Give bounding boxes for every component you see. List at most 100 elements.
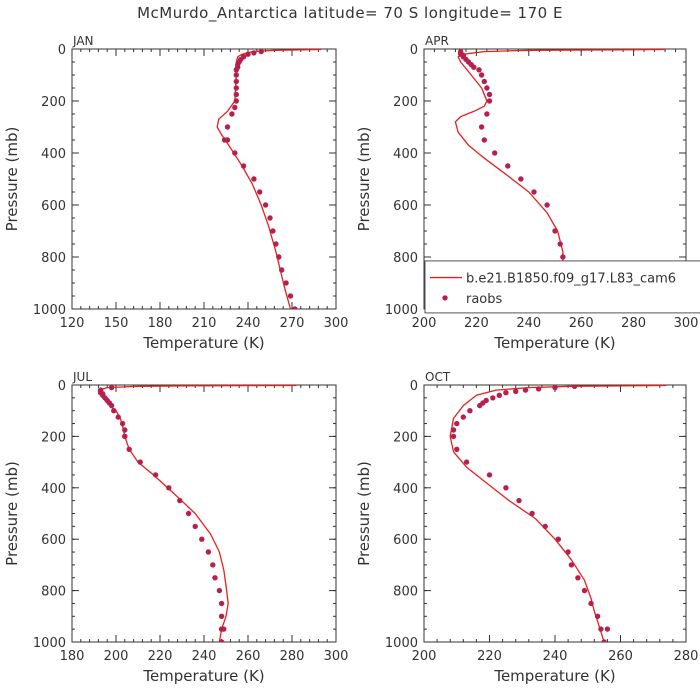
raobs-point (529, 510, 535, 517)
x-tick-label: 260 (608, 649, 633, 664)
raobs-point (594, 613, 601, 619)
raobs-point (166, 485, 172, 491)
raobs-point (233, 67, 239, 73)
x-tick-label: 300 (324, 316, 349, 331)
x-tick-label: 200 (412, 649, 437, 664)
raobs-point (492, 150, 498, 156)
raobs-point (251, 50, 257, 56)
raobs-point (218, 639, 225, 642)
raobs-point (581, 587, 588, 594)
raobs-point (267, 215, 273, 221)
raobs-point (476, 67, 482, 73)
raobs-point (221, 626, 227, 632)
raobs-point (292, 306, 298, 309)
panel-label: JAN (72, 34, 94, 48)
x-axis-title: Temperature (K) (142, 334, 264, 352)
raobs-point (484, 111, 490, 117)
y-tick-label: 1000 (385, 303, 418, 318)
raobs-point (273, 241, 279, 247)
x-tick-label: 240 (543, 649, 568, 664)
y-tick-label: 200 (41, 95, 66, 110)
figure-title: McMurdo_Antarctica latitude= 70 S longit… (137, 4, 563, 23)
y-axis-title: Pressure (mb) (3, 127, 21, 232)
raobs-point (233, 78, 239, 85)
x-tick-label: 260 (569, 316, 594, 331)
raobs-point (522, 387, 529, 393)
y-tick-label: 200 (393, 95, 418, 110)
raobs-point (496, 392, 502, 398)
x-tick-label: 220 (464, 316, 489, 331)
x-axis-title: Temperature (K) (493, 334, 615, 352)
raobs-point (544, 202, 550, 208)
raobs-point (560, 254, 566, 260)
raobs-point (486, 98, 493, 104)
y-tick-label: 0 (58, 43, 66, 58)
raobs-point (588, 600, 594, 607)
raobs-point (205, 549, 212, 555)
y-tick-label: 600 (393, 199, 418, 214)
y-tick-label: 200 (41, 430, 66, 445)
y-tick-label: 400 (41, 482, 66, 497)
x-axis-title: Temperature (K) (493, 667, 615, 685)
raobs-point (229, 111, 235, 117)
raobs-point (283, 280, 289, 286)
y-tick-label: 0 (58, 379, 66, 394)
raobs-point (199, 536, 205, 542)
model-profile-line (216, 49, 322, 309)
raobs-point (185, 510, 192, 517)
raobs-point (218, 600, 225, 607)
raobs-point (481, 78, 487, 85)
raobs-point (450, 433, 457, 440)
raobs-point (555, 536, 561, 542)
raobs-point (454, 420, 460, 427)
raobs-point (240, 163, 247, 169)
raobs-point (262, 202, 269, 208)
raobs-point (503, 390, 509, 396)
raobs-point (542, 523, 548, 530)
raobs-point (604, 626, 611, 632)
x-tick-label: 210 (192, 316, 217, 331)
raobs-point (531, 189, 537, 195)
raobs-point (276, 254, 282, 260)
legend-obs-label: raobs (466, 292, 503, 307)
plot-area (449, 385, 667, 642)
panel-label: JUL (72, 370, 92, 384)
raobs-point (233, 91, 239, 98)
raobs-point (233, 72, 239, 78)
panel-jul: JUL 180 200 220 240 260 280 300 0 200 400 600 800 100… (3, 370, 348, 685)
model-profile-line (449, 385, 667, 642)
raobs-point (484, 85, 490, 91)
plot-frame (71, 384, 337, 643)
raobs-point (233, 98, 239, 104)
y-tick-label: 400 (393, 147, 418, 162)
raobs-point (108, 385, 115, 391)
plot-area (97, 385, 297, 642)
raobs-point (471, 64, 477, 70)
y-axis-title: Pressure (mb) (355, 461, 373, 566)
raobs-point (513, 388, 519, 395)
x-tick-label: 240 (236, 316, 261, 331)
raobs-point (516, 497, 522, 504)
raobs-point (122, 433, 128, 440)
raobs-point (535, 386, 542, 392)
raobs-point (224, 124, 231, 130)
legend-box (424, 260, 700, 314)
raobs-point (122, 427, 128, 433)
raobs-point (232, 104, 238, 111)
raobs-point (115, 414, 121, 420)
x-tick-label: 270 (280, 316, 305, 331)
raobs-point (601, 639, 607, 642)
raobs-point (477, 402, 483, 409)
raobs-point (224, 137, 231, 143)
raobs-point (111, 408, 117, 414)
y-tick-label: 800 (41, 251, 66, 266)
raobs-point (279, 267, 285, 273)
y-tick-label: 1000 (385, 636, 418, 651)
y-tick-label: 800 (393, 585, 418, 600)
x-tick-label: 300 (674, 316, 699, 331)
y-tick-label: 1000 (33, 303, 66, 318)
panel-apr: APR 200 220 240 260 280 300 0 200 400 600 800 1000 Te… (355, 34, 700, 352)
raobs-point (454, 446, 460, 452)
